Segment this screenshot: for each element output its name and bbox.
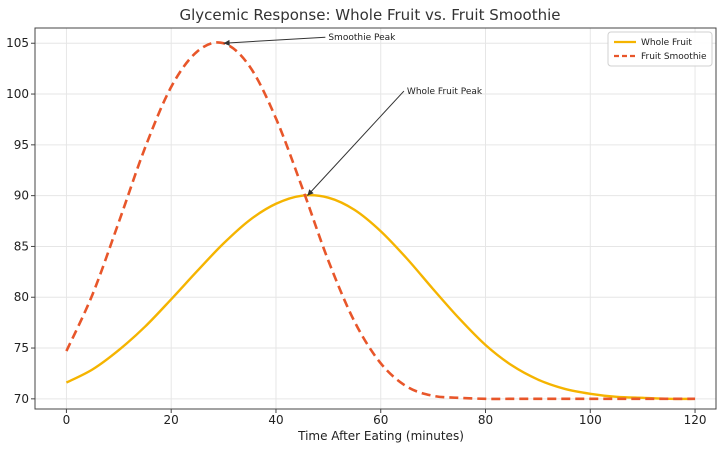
x-tick-label: 0 — [63, 413, 71, 427]
plot-area-frame — [34, 27, 717, 410]
y-tick-label: 75 — [14, 341, 29, 355]
y-tick-label: 85 — [14, 239, 29, 253]
x-tick-label: 40 — [268, 413, 283, 427]
x-axis-ticks: 0 20 40 60 80 100 120 — [63, 409, 707, 427]
annotation-arrowhead-whole-fruit-peak — [307, 189, 314, 196]
legend-label-fruit-smoothie: Fruit Smoothie — [641, 52, 707, 62]
annotation-arrow-smoothie-peak — [223, 36, 326, 44]
x-tick-label: 20 — [164, 413, 179, 427]
x-axis-title: Time After Eating (minutes) — [297, 429, 464, 443]
y-tick-label: 100 — [6, 87, 29, 101]
y-tick-label: 95 — [14, 138, 29, 152]
y-tick-label: 70 — [14, 392, 29, 406]
legend-box — [607, 31, 713, 67]
y-tick-label: 80 — [14, 290, 29, 304]
series-line-whole-fruit — [65, 193, 696, 401]
annotation-label-smoothie-peak: Smoothie Peak — [328, 33, 396, 43]
x-tick-label: 120 — [684, 413, 707, 427]
legend: Whole Fruit Fruit Smoothie — [607, 31, 713, 67]
annotation-label-whole-fruit-peak: Whole Fruit Peak — [407, 87, 483, 97]
grid-lines — [35, 28, 716, 409]
annotation-layer: Smoothie Peak Whole Fruit Peak — [223, 33, 483, 196]
series-layer — [65, 41, 696, 401]
series-line-fruit-smoothie — [65, 41, 696, 401]
x-tick-label: 100 — [579, 413, 602, 427]
y-tick-label: 105 — [6, 36, 29, 50]
legend-label-whole-fruit: Whole Fruit — [641, 38, 692, 48]
chart-title: Glycemic Response: Whole Fruit vs. Fruit… — [179, 6, 560, 24]
x-tick-label: 60 — [373, 413, 388, 427]
x-tick-label: 80 — [478, 413, 493, 427]
y-tick-label: 90 — [14, 189, 29, 203]
y-axis-ticks: 70 75 80 85 90 95 100 105 — [6, 36, 35, 406]
annotation-arrowhead-smoothie-peak — [223, 39, 230, 46]
annotation-arrow-whole-fruit-peak — [307, 90, 405, 196]
